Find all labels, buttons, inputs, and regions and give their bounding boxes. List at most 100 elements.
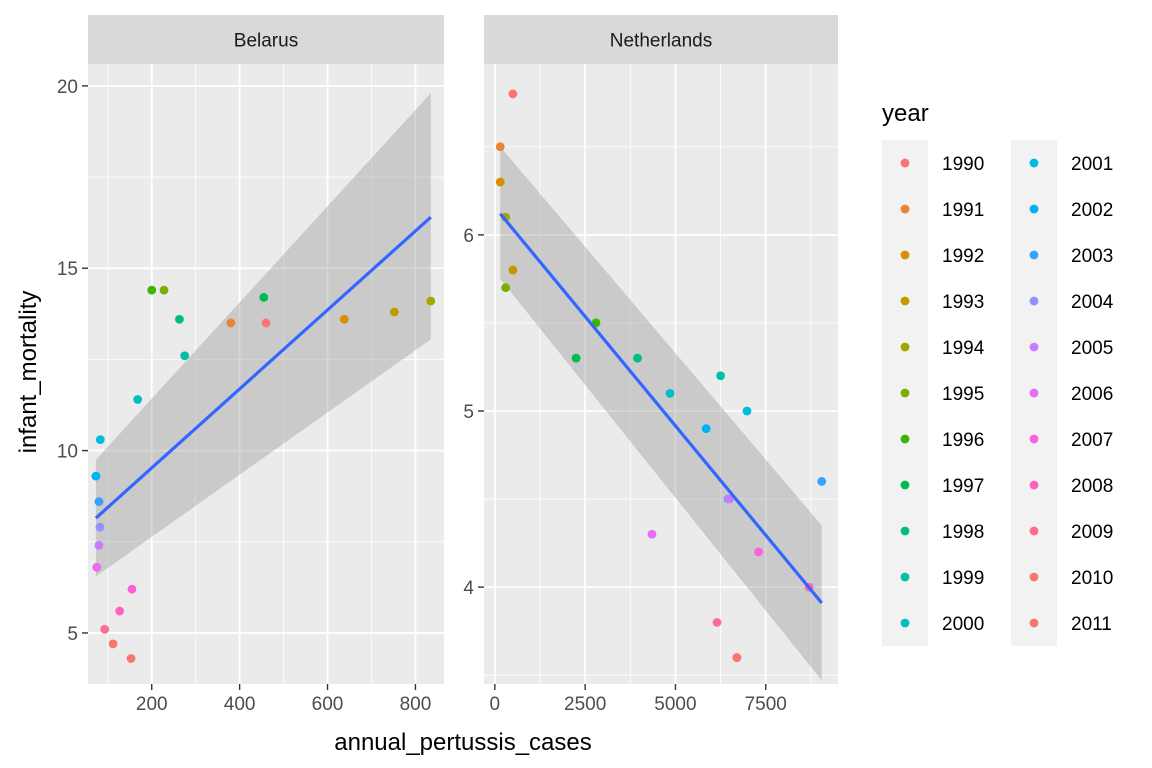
data-point-2002 [91,471,101,481]
legend-label: 2000 [942,614,984,635]
data-point-1991 [495,142,505,152]
legend-item-1994: 1994 [882,324,985,370]
y-tick-label: 5 [67,624,78,645]
data-point-1996 [147,285,157,295]
x-tick-label: 200 [136,694,168,715]
legend-swatch [900,434,910,444]
data-point-1997 [571,353,581,363]
legend-item-1999: 1999 [882,554,984,600]
legend-item-2000: 2000 [882,600,984,646]
legend-swatch [1029,618,1039,628]
data-point-2006 [92,562,102,572]
data-point-1993 [389,307,399,317]
data-point-1999 [180,351,190,361]
panel-background [484,64,838,684]
legend-swatch [1029,480,1039,490]
legend-label: 2011 [1071,614,1112,635]
data-point-1994 [426,296,436,306]
legend-label: 2007 [1071,430,1113,451]
legend-label: 2010 [1071,568,1113,589]
data-point-2008 [115,606,125,616]
legend-item-2008: 2008 [1011,462,1113,508]
facet-strip [88,15,444,64]
year-legend: year 1990 1991 1992 1993 1994 1995 1996 1997 199… [882,100,1114,646]
legend-item-1993: 1993 [882,278,984,324]
legend-label: 1990 [942,154,984,175]
data-point-2000 [665,388,675,398]
regression-line [94,215,432,520]
legend-label: 2006 [1071,384,1113,405]
x-tick-label: 5000 [654,694,696,715]
legend-item-2001: 2001 [1011,140,1113,186]
y-tick-label: 15 [57,259,78,280]
legend-label: 1992 [942,246,984,267]
data-point-2007 [754,547,763,557]
legend-label: 1995 [942,384,984,405]
y-tick-label: 6 [463,226,474,247]
legend-label: 1999 [942,568,984,589]
data-point-2011 [732,653,742,662]
legend-item-2011: 2011 [1011,600,1112,646]
legend-label: 1991 [942,200,984,221]
legend-label: 1994 [942,338,985,359]
legend-label: 2004 [1071,292,1114,313]
x-tick-label: 600 [312,694,344,715]
legend-swatch [900,204,910,214]
data-point-2000 [133,395,143,404]
legend-swatch [900,388,910,398]
data-point-2009 [100,624,110,634]
legend-item-2002: 2002 [1011,186,1113,232]
x-tick-label: 2500 [564,694,606,715]
panel-netherlands: Netherlands 0 2500 5000 7500 4 5 6 [463,15,838,715]
legend-item-1990: 1990 [882,140,984,186]
legend-label: 1993 [942,292,984,313]
legend-item-2010: 2010 [1011,554,1113,600]
x-tick-label: 0 [490,694,501,715]
legend-item-2007: 2007 [1011,416,1113,462]
data-point-1995 [501,283,511,293]
y-axis-title: infant_mortality [15,291,42,454]
legend-label: 2008 [1071,476,1113,497]
data-point-1995 [159,285,169,295]
legend-swatch [1029,388,1039,398]
data-point-2002 [701,424,711,434]
data-point-2010 [108,639,118,649]
y-tick-label: 10 [57,442,78,463]
data-point-1992 [339,314,349,324]
legend-item-2003: 2003 [1011,232,1113,278]
legend-label: 2001 [1071,154,1113,175]
data-point-2001 [742,406,752,416]
legend-item-2005: 2005 [1011,324,1113,370]
legend-item-1992: 1992 [882,232,984,278]
x-axis-title: annual_pertussis_cases [334,729,592,756]
data-point-2007 [127,584,137,594]
confidence-band [500,146,822,681]
data-point-1993 [508,265,518,275]
data-point-1990 [261,318,271,328]
data-point-1998 [175,314,184,324]
legend-swatch [900,296,910,306]
facet-strip-label: Netherlands [610,31,712,52]
legend-swatch [1029,204,1039,214]
data-point-2005 [725,494,735,504]
confidence-band [95,93,431,577]
legend-item-1995: 1995 [882,370,984,416]
legend-item-2009: 2009 [1011,508,1113,554]
data-point-2009 [712,617,722,627]
y-tick-label: 4 [463,578,474,599]
panels: Belarus 200 400 600 800 5 10 15 20 Netherlands 0 25… [57,15,838,715]
legend-label: 2003 [1071,246,1113,267]
data-point-2005 [94,541,104,550]
regression-line [499,212,823,604]
legend-item-1991: 1991 [882,186,984,232]
legend-label: 2009 [1071,522,1113,543]
data-point-2003 [94,497,104,507]
data-point-2011 [126,654,136,663]
legend-label: 2005 [1071,338,1113,359]
legend-swatch [900,158,910,168]
x-tick-label: 800 [400,694,432,715]
legend-label: 1998 [942,522,984,543]
legend-item-1998: 1998 [882,508,984,554]
legend-swatch [1029,526,1039,536]
